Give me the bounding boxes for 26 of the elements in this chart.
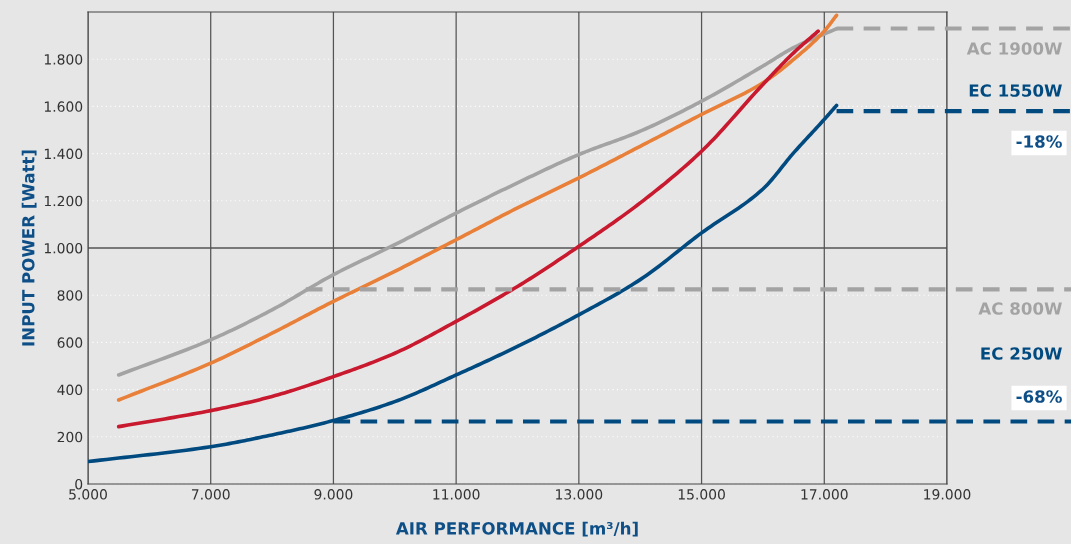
y-tick-label: 400	[57, 384, 83, 396]
series-label: EC 1550W	[969, 84, 1062, 97]
text: -68%	[1016, 390, 1062, 403]
x-tick-label: 7.000	[191, 489, 230, 500]
y-tick-label: 1.200	[44, 195, 83, 207]
y-tick-label: 0	[75, 478, 83, 490]
y-tick-label: 600	[57, 337, 83, 348]
x-tick-label: 15.000	[678, 489, 725, 500]
x-tick-label: 11.000	[433, 489, 480, 500]
x-tick-label: 9.000	[314, 489, 353, 500]
y-tick-label: 1.400	[44, 148, 83, 160]
y-axis-title: INPUT POWER [Watt]	[21, 150, 37, 346]
y-tick-label: 1.000	[44, 242, 83, 254]
x-tick-label: 19.000	[924, 489, 971, 500]
x-tick-label: 5.000	[69, 489, 107, 500]
text: EC 250W	[981, 347, 1062, 360]
series-label: AC 1900W	[966, 42, 1062, 55]
y-tick-label: 200	[57, 431, 83, 443]
x-tick-label: 13.000	[556, 489, 603, 500]
y-tick-label: 1.600	[44, 101, 83, 112]
x-tick-label: 17.000	[801, 489, 848, 500]
y-tick-label: 800	[57, 290, 83, 301]
x-axis-title: AIR PERFORMANCE [m³/h]	[395, 521, 638, 537]
y-tick-label: 1.800	[44, 54, 83, 65]
text: -18%	[1016, 135, 1062, 148]
series-label: AC 800W	[978, 302, 1062, 315]
